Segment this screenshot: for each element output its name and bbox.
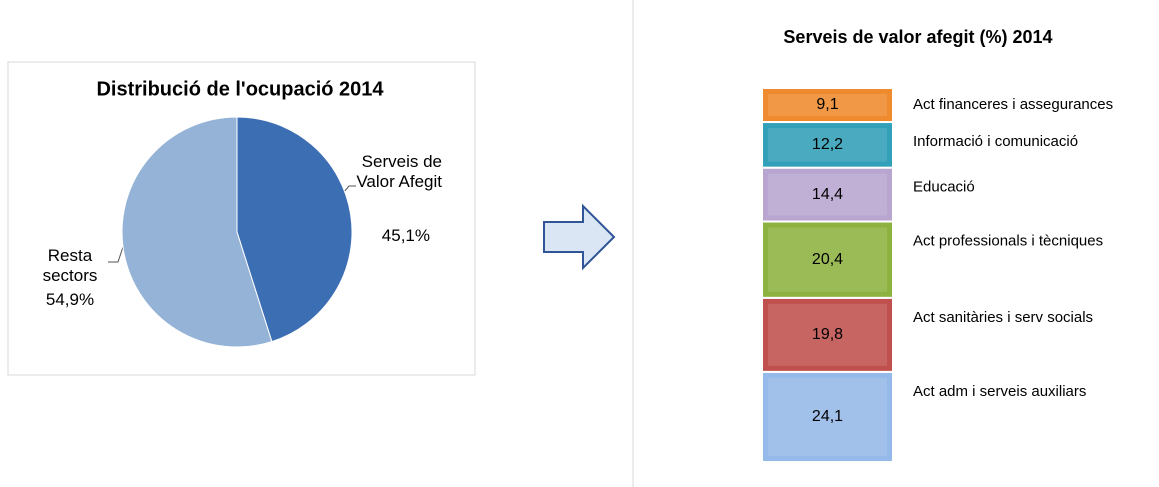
bar-segment-face xyxy=(768,303,887,366)
pie-value-label: 45,1% xyxy=(381,226,430,245)
bar-title: Serveis de valor afegit (%) 2014 xyxy=(783,27,1052,47)
bar-segment-face xyxy=(768,128,887,162)
bar-segment xyxy=(761,296,894,373)
legend-label: Act financeres i assegurances xyxy=(913,96,1113,113)
arrow xyxy=(543,203,616,271)
pie-label: Resta sectors xyxy=(42,246,98,285)
bar-segment xyxy=(761,87,894,124)
bar-segment xyxy=(761,166,894,223)
pie-label: Serveis de Valor Afegit xyxy=(356,152,442,191)
data-label: 24,1 xyxy=(812,408,843,425)
data-label: 12,2 xyxy=(812,136,843,153)
bar-segment-face xyxy=(768,377,887,456)
legend-label: Informació i comunicació xyxy=(913,133,1078,150)
bar-segment-face xyxy=(768,94,887,117)
pie-slice xyxy=(121,116,273,348)
legend-label: Educació xyxy=(913,179,975,196)
legend-label: Act sanitàries i serv socials xyxy=(913,309,1093,326)
data-label: 9,1 xyxy=(816,96,838,113)
leader-line xyxy=(108,243,125,263)
legend-label: Act professionals i tècniques xyxy=(913,232,1103,249)
data-label: 14,4 xyxy=(812,186,843,203)
pie-title: Distribució de l'ocupació 2014 xyxy=(96,78,384,100)
legend-label: Act adm i serveis auxiliars xyxy=(913,383,1086,400)
data-label: 19,8 xyxy=(812,326,843,343)
pie-value-label: 54,9% xyxy=(45,290,95,309)
bar-segment-face xyxy=(768,227,887,292)
bar-segment xyxy=(761,220,894,299)
pie-slice xyxy=(236,116,353,343)
bar-segment-face xyxy=(768,173,887,216)
data-label: 20,4 xyxy=(812,251,843,268)
